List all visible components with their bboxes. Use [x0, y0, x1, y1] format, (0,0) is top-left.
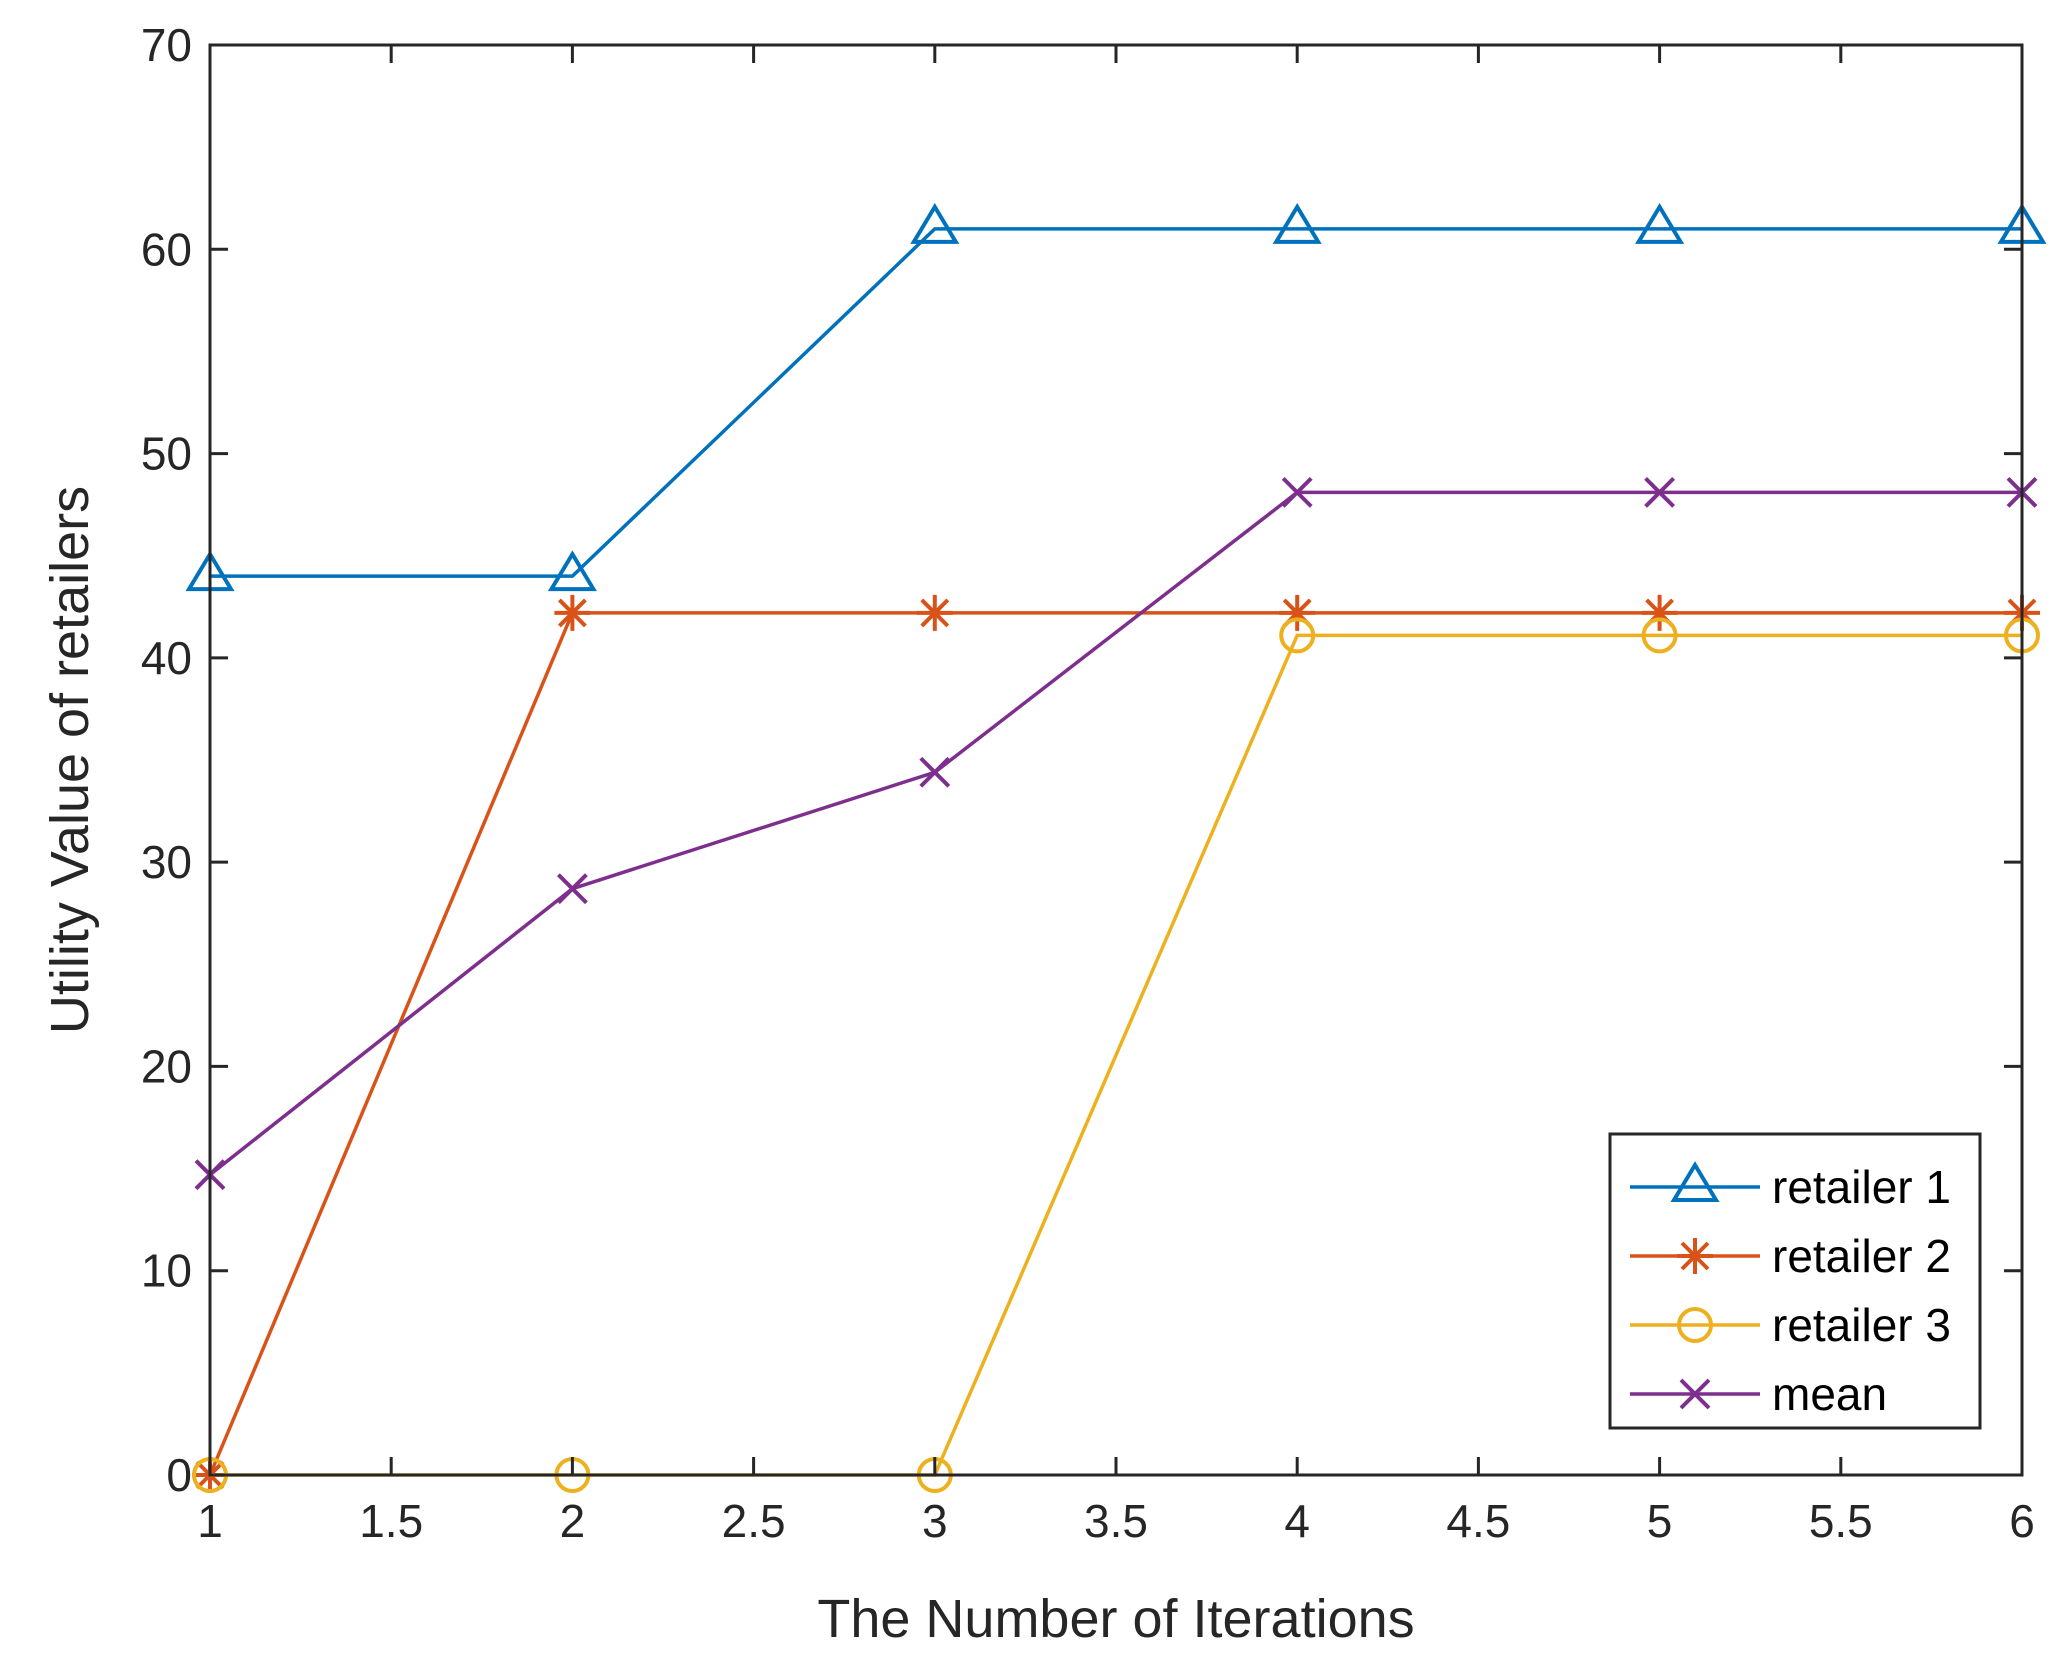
- x-tick-label: 2.5: [722, 1495, 786, 1547]
- legend-box: [1608, 1132, 1982, 1430]
- x-tick-label: 5.5: [1809, 1495, 1873, 1547]
- series-line: [208, 490, 2022, 1177]
- y-tick-label: 70: [141, 19, 192, 71]
- data-point: [919, 756, 951, 788]
- x-axis-label: The Number of Iterations: [817, 1589, 1414, 1649]
- legend-label: mean: [1772, 1368, 1887, 1420]
- data-point: [1635, 202, 1685, 244]
- legend-label: retailer 1: [1772, 1161, 1951, 1213]
- legend-entry: retailer 3: [1630, 1299, 1951, 1351]
- data-point: [1281, 476, 1313, 508]
- data-point: [1272, 202, 1322, 244]
- y-tick-label: 10: [141, 1245, 192, 1297]
- y-tick-label: 40: [141, 632, 192, 684]
- data-point: [1641, 617, 1678, 654]
- legend-label: retailer 2: [1772, 1230, 1951, 1282]
- data-point: [556, 873, 588, 905]
- data-point: [1641, 594, 1678, 631]
- y-tick-label: 20: [141, 1040, 192, 1092]
- data-point: [1644, 476, 1676, 508]
- y-tick-label: 50: [141, 428, 192, 480]
- legend-entry: retailer 1: [1630, 1161, 1951, 1213]
- data-point: [554, 594, 591, 631]
- legend-marker: [1677, 1238, 1713, 1274]
- data-point: [910, 202, 960, 244]
- x-tick-label: 4.5: [1446, 1495, 1510, 1547]
- y-axis-label: Utility Value of retailers: [40, 486, 100, 1034]
- x-tick-label: 4: [1284, 1495, 1310, 1547]
- x-tick-label: 1.5: [359, 1495, 423, 1547]
- series-line: [210, 227, 2022, 578]
- legend-label: retailer 3: [1772, 1299, 1951, 1351]
- data-point: [916, 594, 953, 631]
- data-point: [1279, 594, 1316, 631]
- data-point: [547, 550, 597, 592]
- y-tick-label: 0: [166, 1449, 192, 1501]
- x-tick-label: 2: [560, 1495, 586, 1547]
- legend-entry: retailer 2: [1630, 1230, 1951, 1282]
- data-point: [1279, 617, 1316, 654]
- legend-marker: [1670, 1161, 1720, 1202]
- y-tick-label: 30: [141, 836, 192, 888]
- axes-box: [208, 43, 2024, 1477]
- x-tick-label: 6: [2009, 1495, 2035, 1547]
- legend: retailer 1 retailer 2 retailer 3 mean: [1608, 1132, 1982, 1430]
- x-tick-label: 3.5: [1084, 1495, 1148, 1547]
- y-tick-label: 60: [141, 223, 192, 275]
- x-tick-label: 1: [197, 1495, 223, 1547]
- x-tick-label: 3: [922, 1495, 948, 1547]
- x-tick-label: 5: [1647, 1495, 1673, 1547]
- legend-entry: mean: [1630, 1368, 1887, 1420]
- legend-marker: [1677, 1307, 1713, 1343]
- legend-marker: [1679, 1378, 1711, 1410]
- series-line: [208, 611, 2022, 1476]
